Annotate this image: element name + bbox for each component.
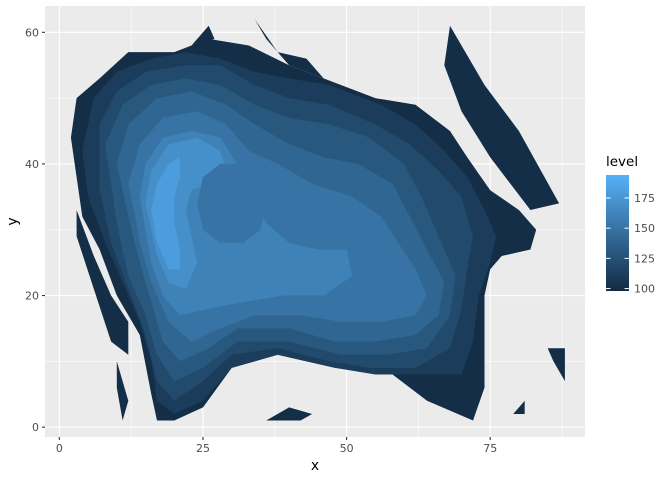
- x-tick-label: 50: [340, 442, 354, 455]
- contour-band-100: [191, 25, 215, 46]
- contour-band-100: [116, 361, 129, 421]
- contour-band-100: [444, 25, 560, 211]
- x-axis: 0 25 50 75: [56, 437, 497, 455]
- contour-band-100: [266, 407, 313, 421]
- legend-title: level: [606, 154, 638, 170]
- contour-band-180: [151, 157, 180, 270]
- legend-label: 125: [634, 252, 655, 265]
- x-tick-label: 0: [56, 442, 63, 455]
- legend-label: 150: [634, 222, 655, 235]
- y-axis: 0 20 40 60: [25, 26, 45, 434]
- contour-bands: [70, 19, 565, 421]
- y-tick-label: 0: [32, 421, 39, 434]
- legend-label: 175: [634, 192, 655, 205]
- legend-label: 100: [634, 283, 655, 296]
- contour-band-100: [76, 210, 129, 355]
- contour-band-100: [254, 19, 324, 79]
- legend: level 100 125 150 175: [606, 154, 655, 296]
- y-axis-title: y: [5, 217, 21, 225]
- x-axis-title: x: [311, 458, 319, 474]
- x-tick-label: 75: [483, 442, 497, 455]
- contour-band-100: [547, 348, 565, 382]
- legend-ticks: 100 125 150 175: [606, 192, 655, 296]
- contour-band-150: [197, 163, 267, 243]
- legend-colorbar: [606, 175, 629, 291]
- y-tick-label: 40: [25, 158, 39, 171]
- y-tick-label: 20: [25, 290, 39, 303]
- contour-band-100: [513, 400, 525, 414]
- x-tick-label: 25: [196, 442, 210, 455]
- y-tick-label: 60: [25, 26, 39, 39]
